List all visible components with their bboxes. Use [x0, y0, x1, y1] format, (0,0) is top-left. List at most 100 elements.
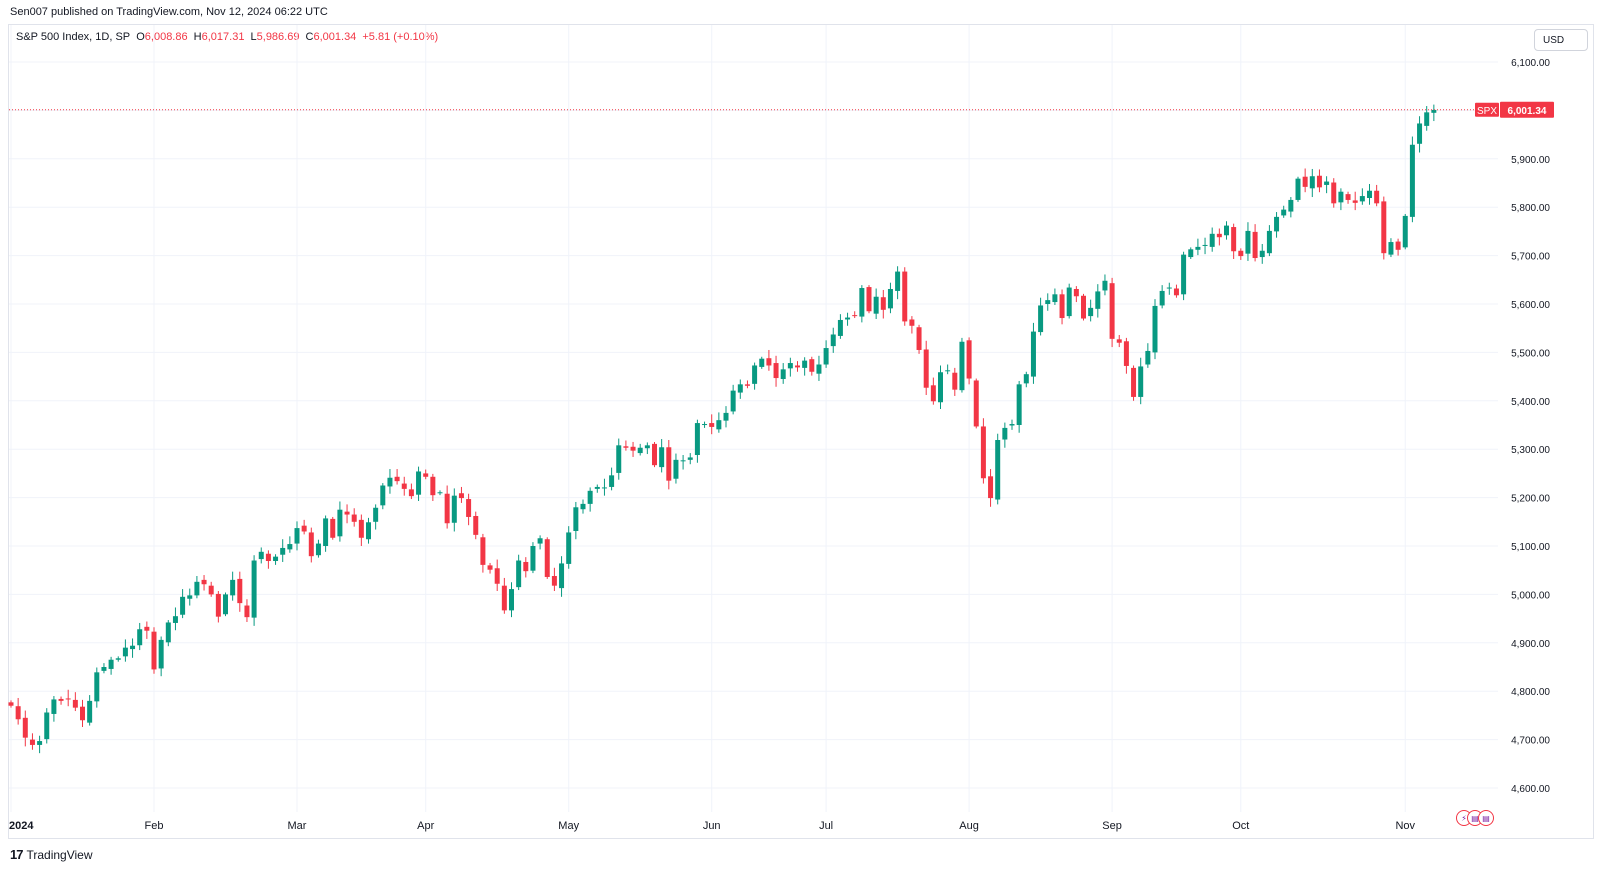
candle-body	[980, 426, 986, 479]
candle-body	[1188, 249, 1194, 258]
price-tag-label: 6,001.34	[1508, 106, 1547, 117]
x-tick-label: Oct	[1232, 820, 1249, 832]
candle-body	[208, 585, 214, 595]
candle-body	[1345, 194, 1351, 200]
event-badges[interactable]: ⚡ ▤ ▤	[1456, 810, 1494, 826]
candle-body	[880, 297, 886, 310]
candle-body	[358, 519, 364, 538]
candle-body	[780, 369, 786, 380]
candle-body	[973, 380, 979, 427]
candle-body	[766, 358, 772, 366]
candle-body	[1159, 290, 1165, 306]
candle-body	[1424, 112, 1430, 126]
candle-body	[687, 457, 693, 460]
candle-body	[29, 739, 35, 745]
candle-body	[330, 518, 336, 538]
candle-body	[251, 560, 257, 618]
candle-body	[394, 476, 400, 482]
candle-body	[909, 319, 915, 326]
candle-body	[1245, 230, 1251, 254]
y-tick-label: 5,600.00	[1511, 300, 1550, 311]
candle-body	[1431, 109, 1437, 113]
candle-body	[258, 551, 264, 560]
candle-body	[652, 443, 657, 466]
candle-body	[759, 358, 765, 367]
candle-body	[752, 365, 758, 384]
candle-body	[122, 647, 128, 657]
candle-body	[995, 440, 1001, 500]
x-tick-label: Sep	[1102, 820, 1122, 832]
candle-body	[44, 712, 50, 740]
change-value: +5.81 (+0.10%)	[362, 31, 439, 43]
candle-body	[80, 706, 85, 721]
candle-body	[1023, 374, 1029, 384]
candle-body	[1066, 287, 1072, 317]
candle-body	[702, 424, 708, 426]
x-tick-label: May	[558, 820, 579, 832]
candle-body	[8, 702, 14, 706]
candle-body	[1402, 215, 1408, 248]
candle-body	[616, 445, 622, 473]
y-tick-label: 4,900.00	[1511, 639, 1550, 650]
candle-body	[366, 522, 371, 540]
symbol-label[interactable]: S&P 500 Index, 1D, SP	[16, 31, 131, 43]
x-tick-label: Apr	[417, 820, 434, 832]
candle-body	[1338, 191, 1344, 203]
candle-body	[473, 515, 479, 535]
candle-body	[1181, 254, 1187, 295]
low-label: L	[250, 31, 257, 43]
candle-body	[201, 579, 207, 585]
candle-body	[837, 319, 843, 336]
y-tick-label: 5,800.00	[1511, 203, 1550, 214]
candle-body	[315, 543, 321, 556]
candle-body	[1152, 305, 1158, 353]
candle-body	[859, 288, 865, 317]
candle-body	[666, 447, 672, 481]
us-flag-icon[interactable]: ▤	[1478, 810, 1494, 826]
candle-body	[337, 509, 343, 537]
price-tag-bg	[1500, 101, 1554, 118]
candle-body	[1095, 291, 1101, 309]
candle-body	[737, 384, 743, 393]
candle-body	[451, 495, 457, 523]
candle-body	[244, 605, 250, 618]
candle-body	[344, 511, 350, 515]
candle-body	[1131, 367, 1137, 397]
candle-body	[1195, 246, 1201, 250]
candle-body	[1145, 350, 1151, 365]
candle-body	[1352, 200, 1358, 203]
candle-body	[587, 490, 593, 504]
y-tick-label: 6,100.00	[1511, 58, 1550, 69]
candle-body	[594, 486, 600, 489]
candle-body	[566, 532, 572, 564]
candle-body	[401, 483, 407, 489]
candle-body	[265, 553, 271, 562]
y-tick-label: 5,100.00	[1511, 542, 1550, 553]
candle-body	[1359, 196, 1365, 202]
candle-body	[151, 631, 157, 670]
candle-body	[744, 384, 750, 386]
footer-brand[interactable]: 17 TradingView	[10, 847, 93, 862]
candle-body	[895, 271, 901, 291]
candle-body	[709, 423, 715, 427]
candle-body	[430, 476, 436, 496]
candle-body	[423, 473, 429, 477]
candle-body	[988, 476, 994, 499]
candle-body	[1266, 230, 1272, 254]
candle-body	[1116, 339, 1122, 343]
candle-body	[573, 507, 579, 531]
candle-body	[938, 372, 943, 403]
candle-body	[1367, 190, 1372, 199]
candle-body	[530, 546, 536, 571]
candle-body	[1166, 287, 1172, 289]
candle-body	[866, 287, 872, 312]
currency-button[interactable]: USD	[1534, 29, 1588, 51]
candle-body	[501, 585, 507, 611]
candle-body	[916, 327, 922, 350]
candle-body	[144, 626, 150, 631]
candle-body	[1202, 244, 1208, 246]
candle-body	[323, 518, 329, 546]
candle-body	[280, 547, 286, 555]
candle-body	[308, 532, 314, 557]
